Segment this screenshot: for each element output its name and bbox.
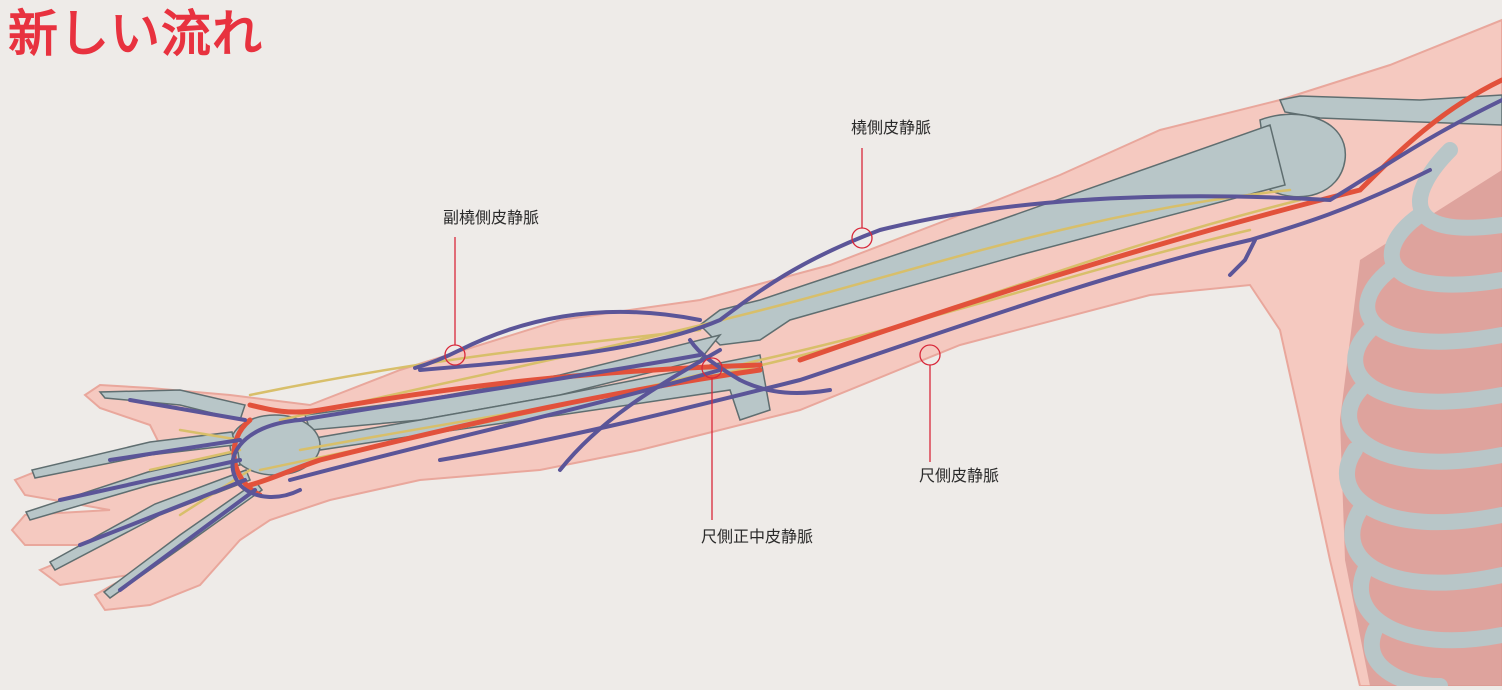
page-title: 新しい流れ — [8, 5, 263, 63]
basilic-vein — [438, 168, 1432, 462]
radial-artery — [247, 362, 763, 415]
rib-6 — [1339, 442, 1502, 531]
label-median-basilic-vein: 尺側正中皮静脈 — [701, 527, 814, 546]
nerve-1 — [278, 188, 1292, 422]
axillary-artery — [797, 77, 1502, 363]
label-basilic-vein: 尺側皮静脈 — [919, 466, 1000, 485]
axillary-branch — [1228, 238, 1257, 277]
forearm-vein-2 — [288, 368, 722, 482]
rib-7 — [1344, 502, 1502, 591]
annotation-leaders — [444, 148, 941, 520]
finger-middle — [24, 451, 241, 521]
forearm-vein — [298, 353, 702, 422]
nerve-4 — [248, 328, 702, 397]
hand-veins — [58, 398, 257, 592]
marker-accessory-cephalic — [444, 344, 466, 366]
rib-9 — [1363, 622, 1448, 690]
marker-basilic — [919, 344, 941, 366]
rib-8 — [1352, 562, 1502, 649]
label-cephalic-vein: 橈側皮静脈 — [851, 118, 932, 137]
humerus — [698, 124, 1286, 346]
median-basilic-vein — [688, 338, 832, 395]
cephalic-vein — [418, 98, 1502, 372]
accessory-cephalic-vein — [413, 310, 702, 370]
rib-5 — [1341, 382, 1502, 470]
rib-cage — [1339, 142, 1502, 690]
marker-cephalic — [851, 227, 873, 249]
marker-median-basilic — [701, 357, 723, 379]
rib-3 — [1359, 262, 1502, 350]
label-accessory-cephalic-vein: 副橈側皮静脈 — [443, 208, 540, 227]
finger-thumb — [98, 389, 246, 421]
veins — [58, 98, 1502, 592]
median-antebrachial-vein — [558, 348, 722, 472]
chest-shadow — [1340, 170, 1502, 686]
rib-4 — [1347, 322, 1502, 410]
